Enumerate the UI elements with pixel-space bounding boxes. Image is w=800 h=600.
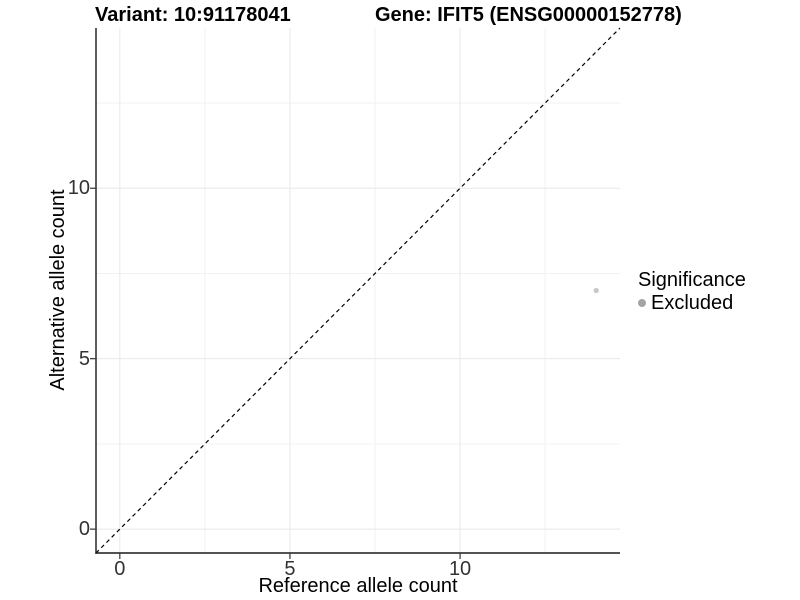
identity-line (95, 27, 621, 554)
plot-title-variant: Variant: 10:91178041 (95, 4, 291, 26)
legend-item-excluded: Excluded (638, 292, 746, 314)
y-tick-label: 10 (67, 177, 90, 200)
x-tick-label: 5 (284, 558, 296, 580)
x-tick-label: 0 (114, 558, 126, 580)
y-tick-label: 0 (78, 518, 90, 541)
legend-key-dot-icon (638, 299, 646, 307)
plot-title-gene: Gene: IFIT5 (ENSG00000152778) (375, 4, 682, 26)
x-axis-title: Reference allele count (258, 575, 458, 597)
legend-item-label: Excluded (651, 292, 734, 314)
x-tick-label: 10 (448, 558, 472, 580)
legend-items: Excluded (638, 292, 746, 314)
y-tick-label: 5 (78, 347, 90, 370)
y-axis-title: Alternative allele count (47, 189, 69, 391)
legend: Significance Excluded (638, 269, 746, 314)
legend-title: Significance (638, 269, 746, 291)
data-point-excluded (593, 287, 599, 294)
